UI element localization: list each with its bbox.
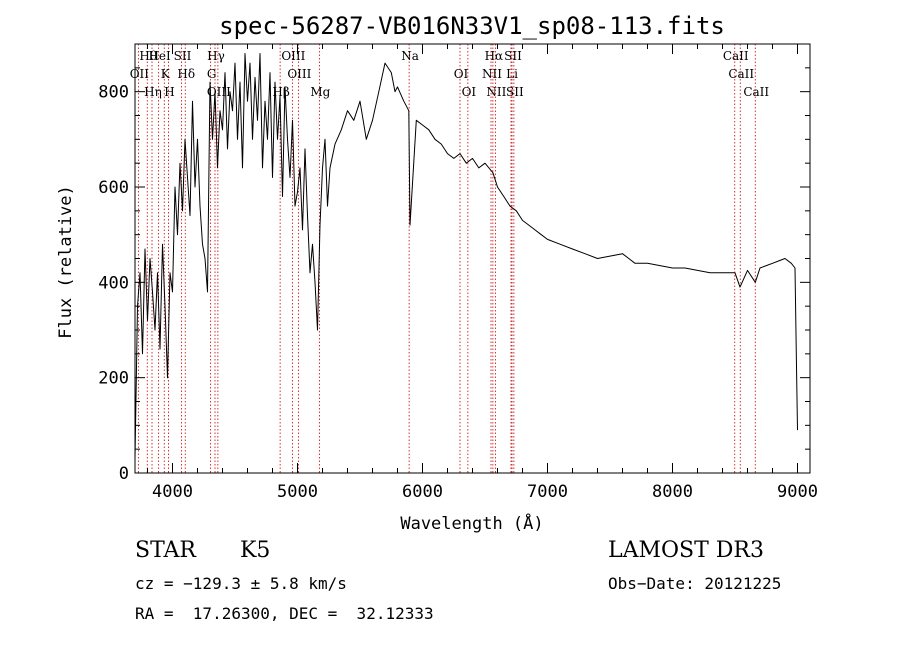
line-label-22: Li	[506, 67, 518, 81]
line-label-0: Hθ	[139, 49, 157, 63]
line-label-17: OI	[462, 85, 477, 99]
line-labels: Hθ OII Hη HeI KH SII Hδ OIII Hγ G Hβ OIII OIII Mg Na OI…	[130, 49, 770, 99]
line-label-7: Hδ	[177, 67, 195, 81]
x-axis-label: Wavelength (Å)	[400, 512, 543, 534]
line-label-13: OIII	[287, 67, 311, 81]
survey-name: LAMOST DR3	[608, 538, 764, 563]
line-label-21: SII	[504, 49, 522, 63]
line-label-14: Mg	[310, 85, 330, 99]
line-label-2: Hη	[144, 85, 162, 99]
axis-tick-labels: 4000 5000 6000 7000 8000 9000 0 200 400 600 800	[98, 83, 818, 502]
line-label-6: SII	[174, 49, 192, 63]
line-label-23: SII	[506, 85, 524, 99]
x-tick-label-7000: 7000	[527, 482, 568, 502]
line-label-1: OII	[130, 67, 150, 81]
flux-series-line	[134, 53, 798, 459]
axis-ticks	[135, 43, 810, 474]
y-tick-label-800: 800	[98, 83, 129, 103]
y-tick-label-200: 200	[98, 369, 129, 389]
line-label-24: CaII	[723, 49, 749, 63]
obs-date: Obs−Date: 20121225	[608, 574, 782, 593]
y-tick-label-400: 400	[98, 273, 129, 293]
x-tick-label-6000: 6000	[402, 482, 443, 502]
x-tick-label-4000: 4000	[152, 482, 193, 502]
line-label-20: NII	[486, 85, 506, 99]
line-label-9: Hγ	[207, 49, 225, 63]
coordinates-text: RA = 17.26300, DEC = 32.12333	[135, 604, 434, 623]
line-markers	[137, 44, 756, 473]
line-label-16: OI	[454, 67, 469, 81]
redshift-text: cz = −129.3 ± 5.8 km/s	[135, 574, 347, 593]
chart-title: spec-56287-VB016N33V1_sp08-113.fits	[219, 12, 725, 40]
line-label-11: Hβ	[272, 85, 289, 99]
x-tick-label-9000: 9000	[777, 482, 818, 502]
series-layer	[134, 53, 798, 459]
line-label-26: CaII	[743, 85, 769, 99]
y-tick-label-0: 0	[119, 464, 129, 484]
line-label-19: NII	[482, 67, 502, 81]
object-subclass: K5	[240, 538, 271, 563]
line-label-12: OIII	[281, 49, 305, 63]
y-axis-label: Flux (relative)	[56, 185, 76, 339]
line-label-3: HeI	[148, 49, 171, 63]
line-label-25: CaII	[728, 67, 754, 81]
line-label-5: H	[164, 85, 174, 99]
line-label-8: OIII	[207, 85, 231, 99]
object-class: STAR	[135, 538, 196, 563]
x-tick-label-5000: 5000	[277, 482, 318, 502]
y-tick-label-600: 600	[98, 178, 129, 198]
x-tick-label-8000: 8000	[652, 482, 693, 502]
line-label-15: Na	[401, 49, 419, 63]
line-label-4: K	[161, 67, 171, 81]
line-label-10: G	[207, 67, 217, 81]
line-label-18: Hα	[485, 49, 504, 63]
